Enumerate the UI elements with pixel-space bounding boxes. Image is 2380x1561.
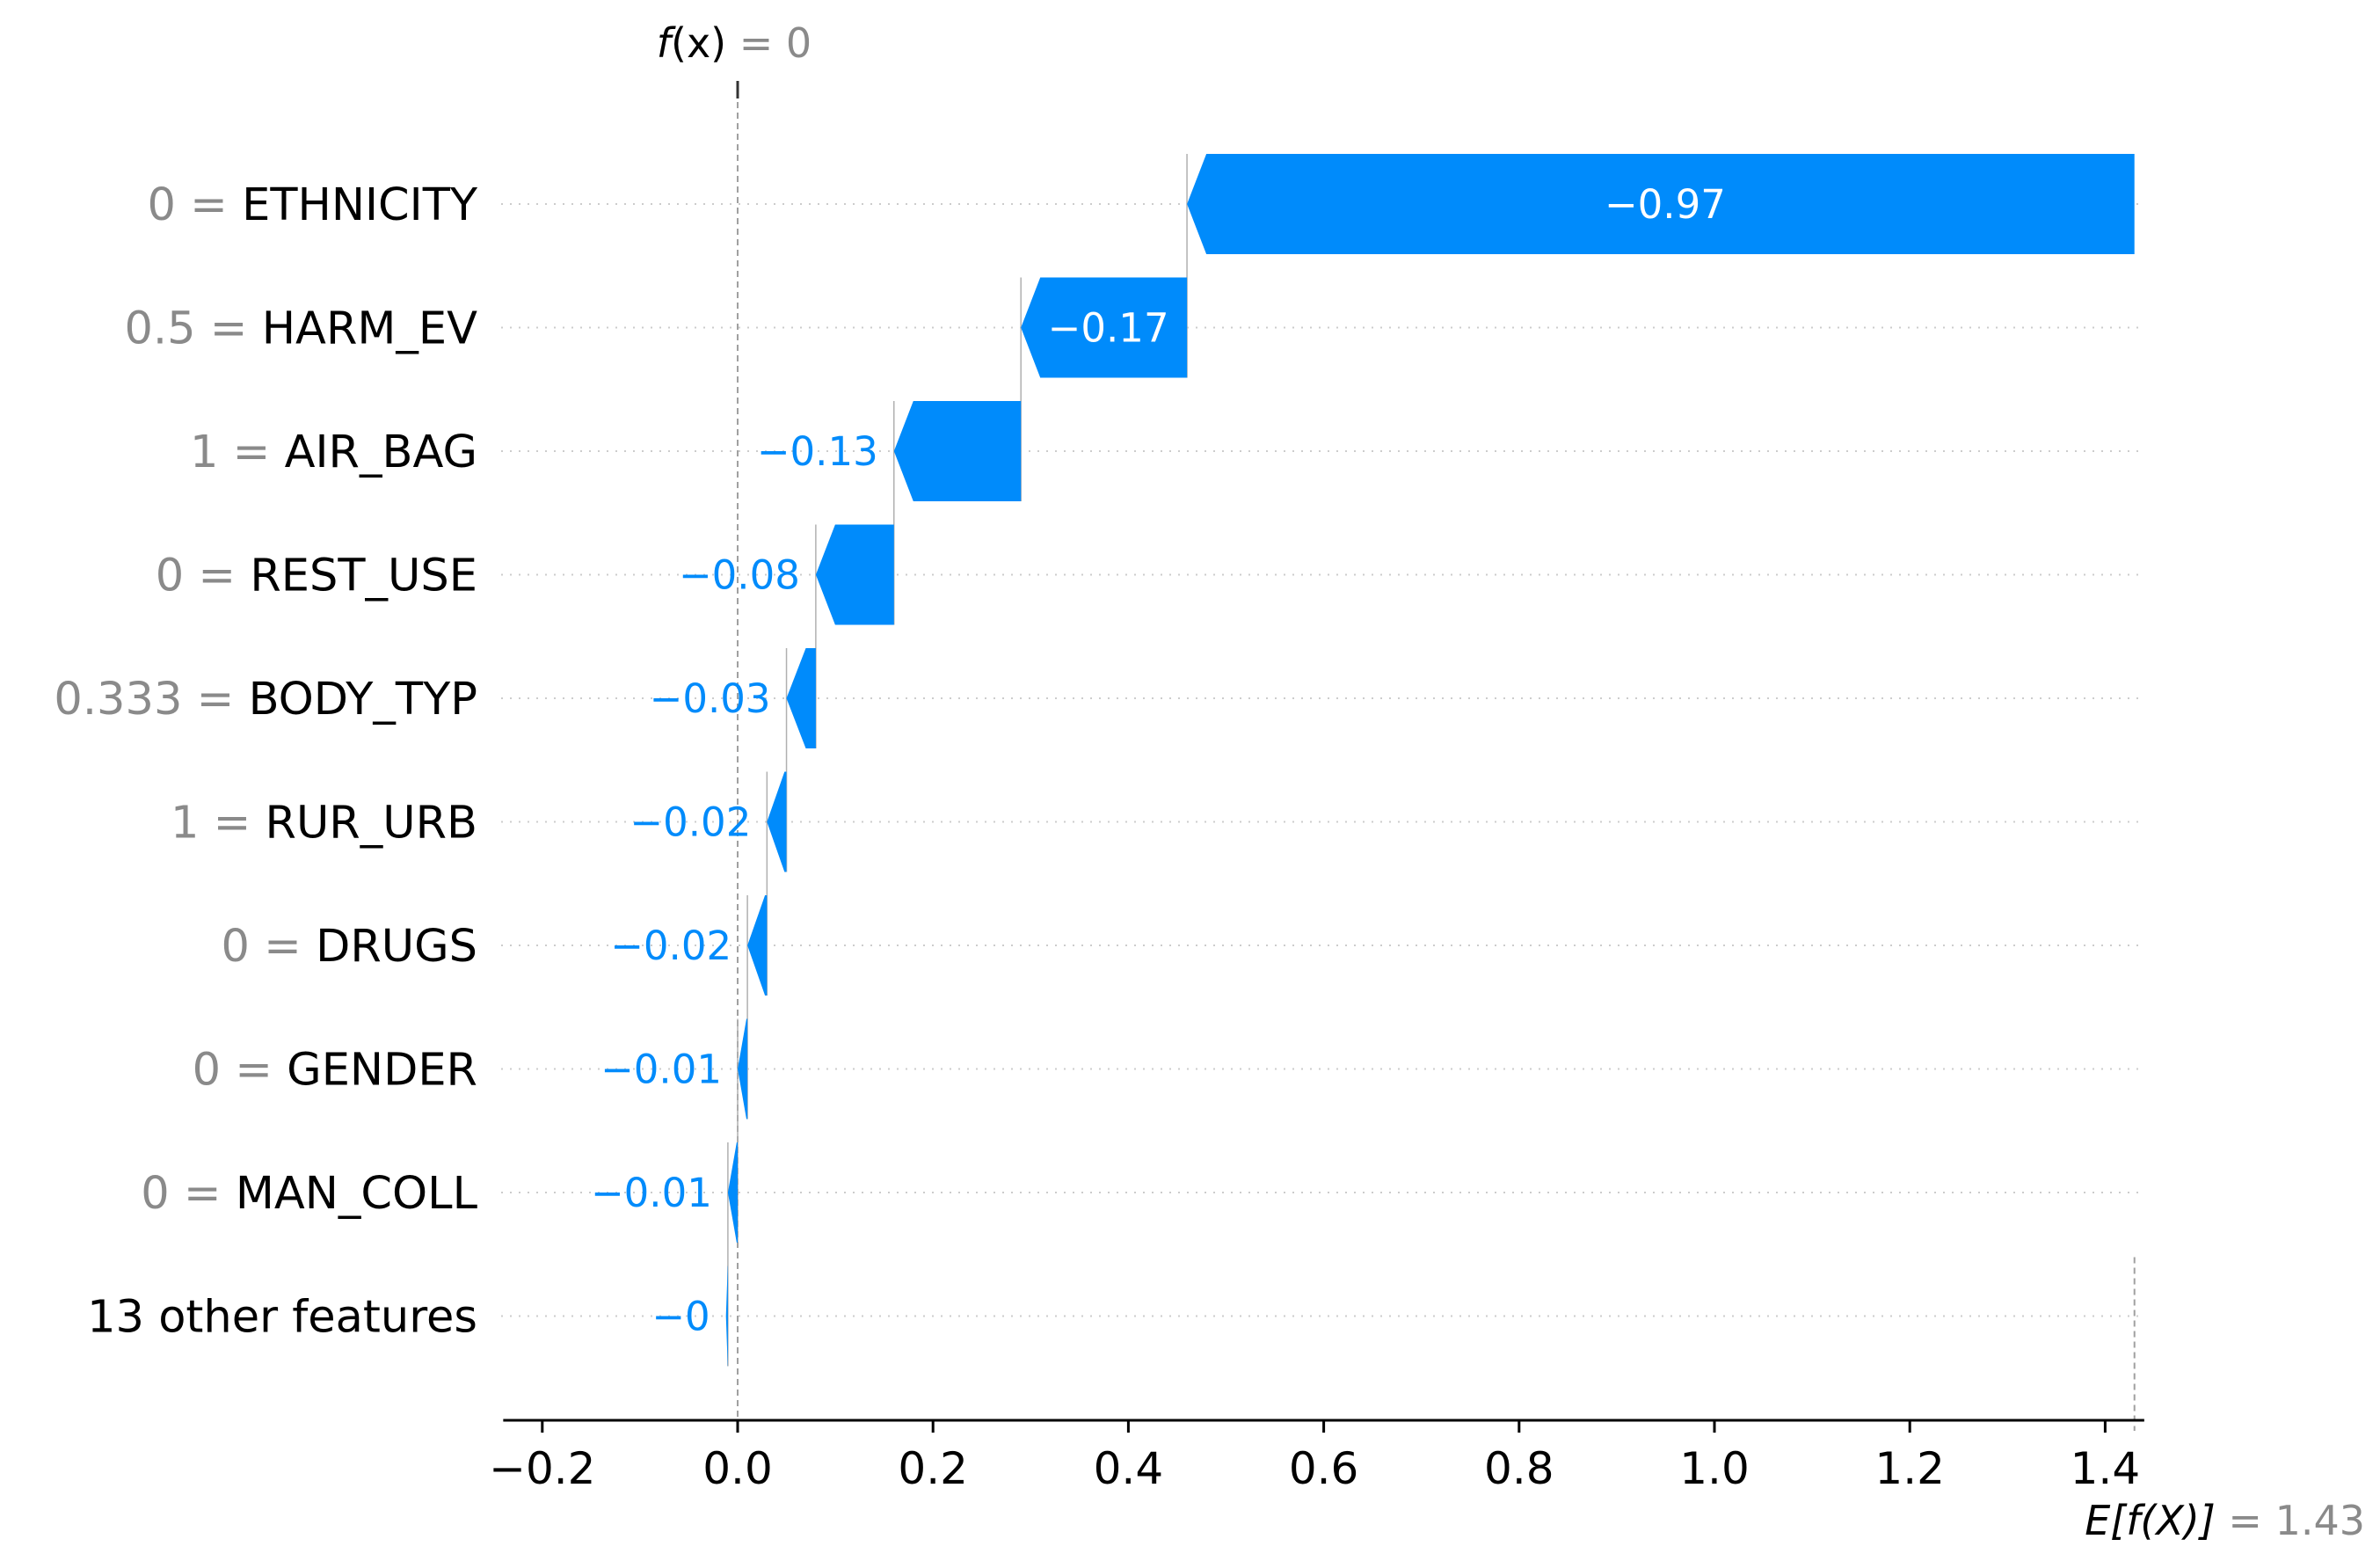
expected-value: = 1.43 bbox=[2216, 1497, 2365, 1544]
shap-bar bbox=[767, 771, 787, 872]
feature-name: DRUGS bbox=[316, 921, 477, 973]
feature-value: 0 = bbox=[141, 1168, 236, 1220]
x-tick-label: −0.2 bbox=[489, 1443, 595, 1494]
bar-value-label: −0.01 bbox=[600, 1047, 722, 1093]
feature-name: ETHNICITY bbox=[242, 179, 478, 231]
feature-name: RUR_URB bbox=[266, 798, 477, 850]
x-tick-label: 1.4 bbox=[2071, 1443, 2141, 1494]
grid-layer bbox=[501, 203, 2145, 1317]
bar-value-label: −0.08 bbox=[679, 552, 800, 599]
bar-value-label: −0.17 bbox=[1048, 305, 1169, 352]
x-tick-label: 0.6 bbox=[1289, 1443, 1359, 1494]
x-tick-label: 0.2 bbox=[898, 1443, 968, 1494]
bars-layer: −0.97 −0.17 −0.13 −0.08 −0.03 −0.02 −0.02 −0.01… bbox=[591, 154, 2135, 1367]
bar-value-label: −0.02 bbox=[610, 923, 731, 969]
feature-name: 13 other features bbox=[87, 1292, 477, 1344]
shap-bar bbox=[786, 648, 816, 748]
feature-value: 0.5 = bbox=[124, 303, 261, 355]
bar-value-label: −0.13 bbox=[757, 428, 878, 475]
fx-label-paren: (x) bbox=[671, 19, 726, 67]
bar-value-label: −0.01 bbox=[591, 1170, 712, 1216]
expected-value-label: E[f(X)] = 1.43 bbox=[2085, 1497, 2365, 1544]
feature-name: AIR_BAG bbox=[285, 427, 477, 478]
shap-bar bbox=[747, 895, 768, 996]
x-tick-label: 0.8 bbox=[1484, 1443, 1554, 1494]
shap-bar bbox=[738, 1018, 748, 1120]
shap-bar bbox=[725, 1266, 728, 1367]
shap-bar bbox=[893, 401, 1022, 501]
shap-bar bbox=[727, 1142, 738, 1243]
feature-label: 0.333 = BODY_TYP bbox=[54, 674, 477, 726]
feature-value: 0 = bbox=[156, 551, 251, 602]
fx-label: f(x) = 0 bbox=[657, 19, 812, 67]
feature-label: 0 = ETHNICITY bbox=[148, 179, 478, 231]
feature-label: 0 = GENDER bbox=[193, 1045, 477, 1097]
bar-value-label: −0 bbox=[651, 1294, 710, 1340]
shap-bar bbox=[1021, 277, 1188, 378]
bar-value-label: −0.02 bbox=[630, 799, 751, 846]
fx-label-value: = 0 bbox=[726, 19, 812, 67]
shap-bar bbox=[1187, 154, 2135, 254]
feature-name: HARM_EV bbox=[262, 303, 477, 355]
feature-value: 0 = bbox=[148, 179, 243, 231]
feature-label: 0 = DRUGS bbox=[221, 921, 477, 973]
feature-value: 0 = bbox=[193, 1045, 287, 1097]
fx-annotation: f(x) = 0 E[f(X)] = 1.43 bbox=[657, 19, 2365, 1544]
expected-label: E[f(X)] bbox=[2085, 1497, 2216, 1544]
feature-label: 0 = REST_USE bbox=[156, 551, 477, 602]
feature-value: 0 = bbox=[221, 921, 316, 973]
reference-lines bbox=[727, 81, 2136, 1431]
feature-value: 1 = bbox=[171, 798, 266, 850]
feature-name: MAN_COLL bbox=[236, 1168, 478, 1220]
shap-bar bbox=[815, 524, 894, 625]
feature-label: 1 = RUR_URB bbox=[171, 798, 477, 850]
bar-value-label: −0.03 bbox=[650, 675, 771, 722]
x-tick-label: 1.2 bbox=[1874, 1443, 1945, 1494]
x-tick-label: 0.0 bbox=[702, 1443, 773, 1494]
feature-name: REST_USE bbox=[250, 551, 477, 602]
feature-label: 0.5 = HARM_EV bbox=[124, 303, 477, 355]
feature-label: 0 = MAN_COLL bbox=[141, 1168, 477, 1220]
feature-value: 1 = bbox=[190, 427, 285, 478]
x-tick-label: 1.0 bbox=[1679, 1443, 1750, 1494]
x-axis: −0.2 0.0 0.2 0.4 0.6 0.8 1.0 1.2 1.4 bbox=[489, 1419, 2144, 1494]
x-tick-label: 0.4 bbox=[1094, 1443, 1164, 1494]
feature-value: 0.333 = bbox=[54, 674, 248, 726]
bar-value-label: −0.97 bbox=[1605, 181, 1726, 228]
feature-label: 1 = AIR_BAG bbox=[190, 427, 477, 478]
feature-label: 13 other features bbox=[87, 1292, 477, 1344]
feature-name: BODY_TYP bbox=[249, 674, 477, 726]
feature-name: GENDER bbox=[287, 1045, 477, 1097]
feature-labels-layer: 0 = ETHNICITY 0.5 = HARM_EV 1 = AIR_BAG 0 =… bbox=[54, 179, 477, 1344]
